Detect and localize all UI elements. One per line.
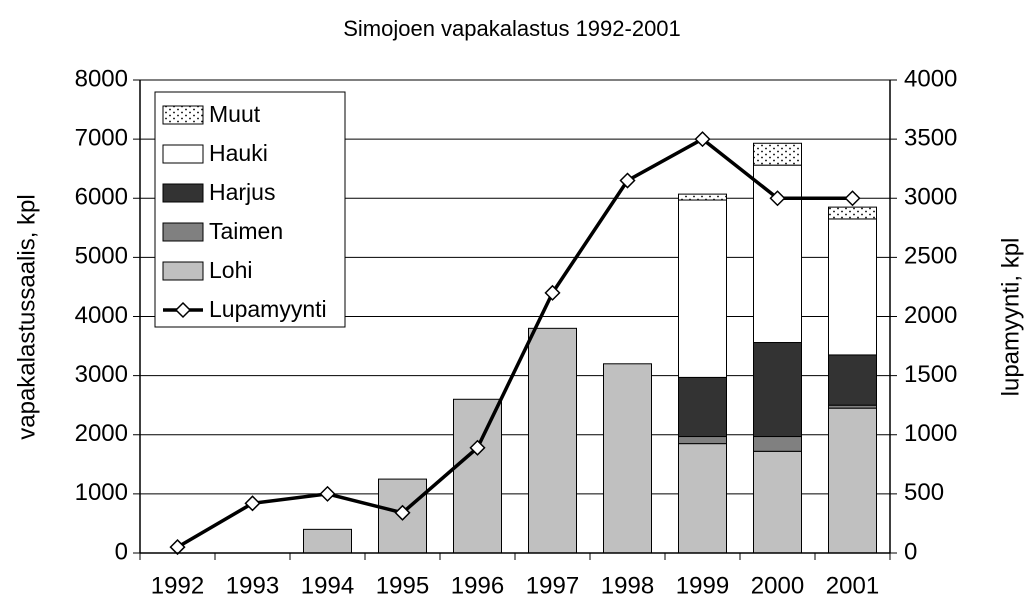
bar-segment bbox=[753, 450, 802, 554]
bar-segment bbox=[678, 436, 727, 445]
bar-segment bbox=[828, 354, 877, 406]
y-tick-label: 4000 bbox=[75, 302, 128, 329]
line-marker bbox=[694, 131, 711, 148]
x-tick-label: 1994 bbox=[301, 572, 354, 599]
y2-tick-label: 2500 bbox=[904, 243, 957, 270]
y2-tick-label: 4000 bbox=[904, 65, 957, 92]
y-tick-label: 8000 bbox=[75, 65, 128, 92]
bar-segment bbox=[753, 142, 802, 166]
bar-segment bbox=[678, 199, 727, 378]
line-marker bbox=[619, 172, 636, 189]
bar-segment bbox=[828, 218, 877, 356]
bar-segment bbox=[678, 376, 727, 438]
y-tick-label: 2000 bbox=[75, 420, 128, 447]
line-marker bbox=[394, 504, 411, 521]
bar-segment bbox=[828, 407, 877, 554]
x-tick-label: 1999 bbox=[676, 572, 729, 599]
x-tick-label: 2000 bbox=[751, 572, 804, 599]
y-tick-label: 3000 bbox=[75, 361, 128, 388]
legend-swatch bbox=[162, 261, 204, 281]
line-marker bbox=[169, 539, 186, 556]
line-marker bbox=[319, 485, 336, 502]
legend-label: Harjus bbox=[209, 179, 275, 205]
legend: Muut Hauki Harjus Taimen Lohi Lupamyynti bbox=[154, 91, 346, 328]
legend-swatch bbox=[162, 144, 204, 164]
y-tick-label: 1000 bbox=[75, 479, 128, 506]
line-marker bbox=[844, 190, 861, 207]
legend-swatch bbox=[162, 222, 204, 242]
x-tick-label: 1992 bbox=[151, 572, 204, 599]
line-marker bbox=[244, 495, 261, 512]
y-tick-label: 0 bbox=[115, 538, 128, 565]
x-tick-label: 2001 bbox=[826, 572, 879, 599]
legend-swatch bbox=[162, 105, 204, 125]
x-tick-label: 1997 bbox=[526, 572, 579, 599]
line-marker bbox=[544, 284, 561, 301]
bar-segment bbox=[828, 206, 877, 220]
x-tick-label: 1996 bbox=[451, 572, 504, 599]
bar-segment bbox=[753, 436, 802, 452]
y2-tick-label: 2000 bbox=[904, 302, 957, 329]
line-marker bbox=[469, 439, 486, 456]
bar-segment bbox=[753, 342, 802, 438]
bar-segment bbox=[453, 398, 502, 554]
legend-swatch bbox=[162, 183, 204, 203]
y-tick-label: 7000 bbox=[75, 124, 128, 151]
legend-label: Lupamyynti bbox=[209, 296, 327, 322]
legend-label: Hauki bbox=[209, 140, 268, 166]
chart-title: Simojoen vapakalastus 1992-2001 bbox=[343, 16, 681, 41]
x-tick-label: 1995 bbox=[376, 572, 429, 599]
y2-tick-label: 0 bbox=[904, 538, 917, 565]
y2-tick-label: 3500 bbox=[904, 124, 957, 151]
line bbox=[176, 137, 853, 549]
legend-label: Lohi bbox=[209, 257, 252, 283]
line-marker bbox=[769, 190, 786, 207]
y2-tick-label: 1000 bbox=[904, 420, 957, 447]
y-tick-label: 6000 bbox=[75, 184, 128, 211]
bar-segment bbox=[603, 363, 652, 554]
y2-tick-label: 3000 bbox=[904, 184, 957, 211]
x-tick-label: 1998 bbox=[601, 572, 654, 599]
y2-axis-label: lupamyynti, kpl bbox=[997, 238, 1024, 397]
y-axis-label: vapakalastussaalis, kpl bbox=[13, 194, 40, 439]
y2-tick-label: 1500 bbox=[904, 361, 957, 388]
legend-marker bbox=[174, 301, 192, 319]
bar-segment bbox=[678, 193, 727, 201]
legend-label: Muut bbox=[209, 101, 261, 127]
y-tick-label: 5000 bbox=[75, 243, 128, 270]
legend-box bbox=[154, 91, 346, 328]
bar-segment bbox=[528, 327, 577, 554]
bar-segment bbox=[303, 528, 352, 554]
y2-tick-label: 500 bbox=[904, 479, 944, 506]
x-tick-label: 1993 bbox=[226, 572, 279, 599]
bar-segment bbox=[678, 443, 727, 554]
legend-label: Taimen bbox=[209, 218, 283, 244]
